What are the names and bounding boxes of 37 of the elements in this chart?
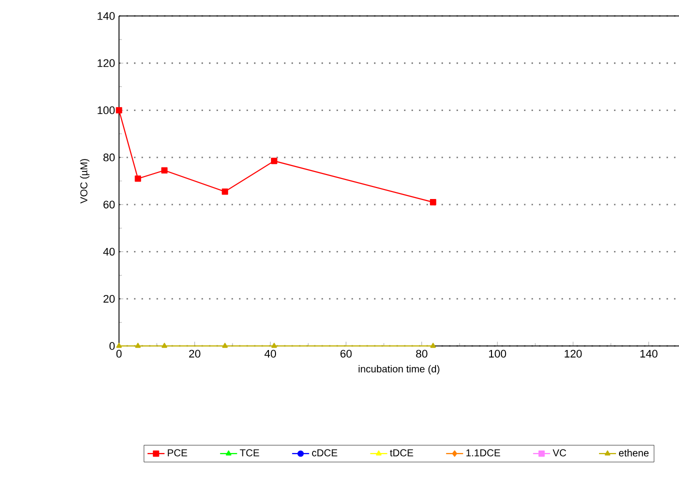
point <box>116 107 122 114</box>
point <box>430 199 436 206</box>
point <box>222 342 228 348</box>
point <box>161 167 168 174</box>
point <box>270 158 278 164</box>
point <box>162 342 168 348</box>
y-tick-label: 80 <box>103 154 115 162</box>
y-tick-label: 140 <box>98 12 115 20</box>
x-tick-label: 20 <box>189 350 200 358</box>
legend-label: VC <box>552 449 566 456</box>
x-tick-label: 100 <box>489 350 506 358</box>
x-tick-label: 0 <box>116 350 122 358</box>
legend-label: tDCE <box>390 449 414 456</box>
y-tick-label: 40 <box>103 248 115 256</box>
point <box>116 342 122 348</box>
point <box>271 342 277 348</box>
x-tick-label: 140 <box>640 350 658 358</box>
y-tick-label: 0 <box>109 342 115 350</box>
point <box>430 342 436 348</box>
x-axis-title: incubation time (d) <box>358 365 440 374</box>
x-tick-label: 60 <box>340 350 352 358</box>
point <box>222 188 228 195</box>
y-axis-title: VOC (µM) <box>80 159 90 204</box>
legend-label: TCE <box>240 449 260 456</box>
legend-label: cDCE <box>312 449 338 456</box>
legend-label: PCE <box>168 449 188 456</box>
y-tick-label: 100 <box>98 106 115 114</box>
legend-label: 1.1DCE <box>466 449 500 456</box>
point <box>134 175 142 182</box>
y-tick-label: 120 <box>98 59 115 68</box>
point <box>135 342 141 348</box>
x-tick-label: 80 <box>416 350 428 358</box>
x-tick-label: 40 <box>264 350 276 358</box>
x-tick-label: 120 <box>564 350 582 358</box>
legend-label: ethene <box>619 449 649 456</box>
y-tick-label: 20 <box>104 294 115 303</box>
y-tick-label: 60 <box>104 200 115 208</box>
